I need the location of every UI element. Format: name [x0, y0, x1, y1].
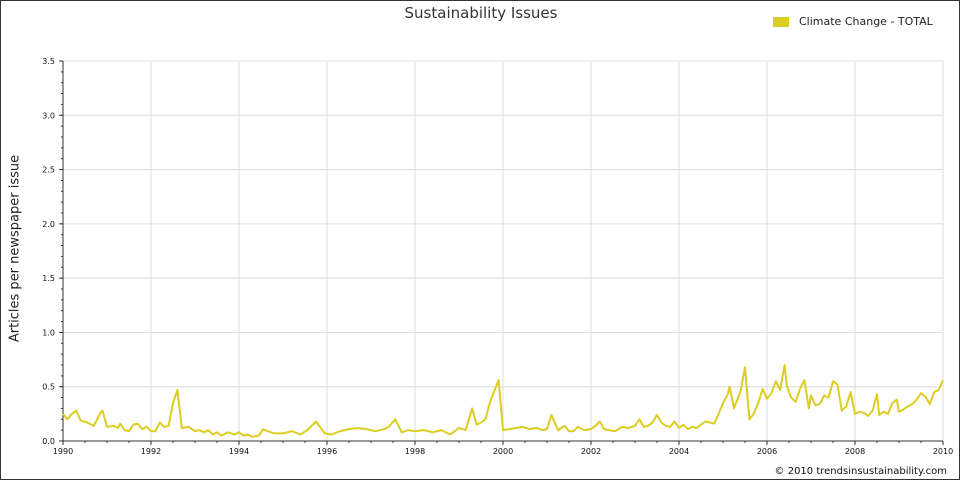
- x-tick-label: 2000: [493, 447, 513, 456]
- x-tick-label: 2006: [757, 447, 777, 456]
- legend-swatch: [773, 16, 789, 27]
- x-tick-label: 1996: [317, 447, 337, 456]
- y-tick-label: 3.5: [42, 57, 55, 66]
- x-tick-label: 2004: [669, 447, 689, 456]
- x-tick-label: 1998: [405, 447, 425, 456]
- x-tick-label: 2002: [581, 447, 601, 456]
- x-tick-label: 1994: [229, 447, 249, 456]
- series-line-climate-change-total: [62, 364, 944, 438]
- y-tick-label: 2.0: [42, 220, 55, 229]
- y-tick-label: 1.0: [42, 328, 55, 337]
- y-tick-label: 2.5: [42, 166, 55, 175]
- legend-label: Climate Change - TOTAL: [799, 15, 933, 28]
- x-tick-label: 1990: [53, 447, 73, 456]
- x-tick-label: 2010: [933, 447, 953, 456]
- copyright-text: © 2010 trendsinsustainability.com: [774, 466, 947, 477]
- y-tick-label: 1.5: [42, 274, 55, 283]
- chart-title: Sustainability Issues: [404, 4, 558, 22]
- y-tick-label: 3.0: [42, 111, 55, 120]
- y-tick-label: 0.0: [42, 437, 55, 446]
- x-tick-label: 2008: [845, 447, 865, 456]
- y-tick-label: 0.5: [42, 383, 55, 392]
- x-tick-label: 1992: [141, 447, 161, 456]
- legend: Climate Change - TOTAL: [773, 15, 933, 28]
